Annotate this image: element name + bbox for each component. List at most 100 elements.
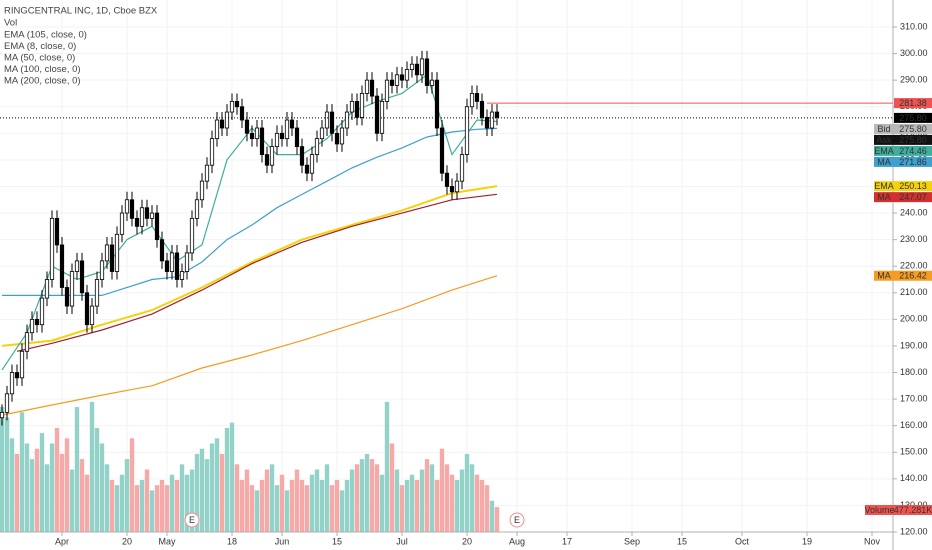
- price-tag-name-box: [874, 192, 894, 203]
- candle-body: [354, 101, 360, 118]
- price-tag-label: 275.80: [899, 135, 927, 145]
- price-tag: [894, 98, 932, 109]
- volume-bar: [4, 417, 10, 532]
- volume-bar: [64, 438, 70, 532]
- candle-body: [279, 132, 285, 140]
- volume-bar: [309, 474, 315, 532]
- candle-body: [169, 252, 175, 272]
- volume-bar: [294, 469, 300, 532]
- candle-body: [69, 271, 75, 307]
- price-tag-name: Ask: [876, 135, 892, 145]
- candle-body: [0, 411, 5, 419]
- candle-body: [404, 69, 410, 81]
- volume-bar: [324, 464, 330, 532]
- axes: 120.00 130.00 140.00 150.00 160.00 170.00 180.…: [55, 21, 932, 546]
- volume-bar: [114, 485, 120, 532]
- volume-bar: [44, 464, 50, 532]
- volume-bar: [199, 448, 205, 532]
- candle-body: [364, 79, 370, 94]
- volume-bar: [369, 459, 375, 532]
- volume-bar: [239, 479, 245, 532]
- candle-body: [124, 199, 130, 214]
- volume-bar: [374, 464, 380, 532]
- price-tag-name-box: [874, 270, 894, 281]
- y-tick-label: 130.00: [900, 500, 928, 510]
- candle-body: [294, 127, 300, 148]
- volume-title: Vol: [4, 18, 17, 29]
- volume-bar: [179, 464, 185, 532]
- candle-body: [439, 127, 445, 174]
- legend-entry: MA (200, close, 0): [4, 76, 81, 87]
- price-tag-name-box: [874, 181, 894, 192]
- volume-bar: [154, 485, 160, 532]
- volume-bar: [39, 433, 45, 532]
- price-tag-name: EMA: [874, 181, 894, 191]
- volume-bar: [299, 479, 305, 532]
- candle-body: [304, 164, 310, 174]
- earnings-label: E: [514, 515, 520, 525]
- indicator-line: [16, 193, 498, 352]
- volume-bar: [89, 401, 95, 532]
- price-tag-label: 275.80: [899, 124, 927, 134]
- price-tag-label: 216.42: [899, 271, 927, 281]
- volume-bar: [99, 443, 105, 532]
- volume-bar: [379, 474, 385, 532]
- volume-bar: [169, 474, 175, 532]
- volume-bar: [419, 469, 425, 532]
- volume-bar: [434, 479, 440, 532]
- candle-body: [139, 207, 145, 227]
- volume-bar: [164, 485, 170, 532]
- y-tick-label: 120.00: [900, 526, 928, 536]
- x-tick-label: 18: [227, 536, 237, 546]
- volume-bar: [414, 479, 420, 532]
- price-tag-label: 271.86: [899, 157, 927, 167]
- volume-bar: [454, 479, 460, 532]
- x-tick-label: 20: [462, 536, 472, 546]
- candle-body: [89, 305, 95, 326]
- candle-body: [249, 132, 255, 140]
- candle-body: [34, 318, 40, 326]
- volume-bar: [214, 438, 220, 532]
- x-tick-label: Apr: [55, 536, 69, 546]
- price-tag-label: 274.46: [899, 146, 927, 156]
- candle-body: [239, 106, 245, 121]
- candle-body: [84, 292, 90, 326]
- x-tick-label: Jul: [396, 536, 408, 546]
- y-tick-label: 170.00: [900, 393, 928, 403]
- volume-bar: [79, 459, 85, 532]
- volume-bar: [29, 459, 35, 532]
- volume-pane: [0, 401, 500, 532]
- volume-bar: [479, 479, 485, 532]
- volume-bar: [119, 474, 125, 532]
- candle-body: [309, 154, 315, 174]
- candle-body: [54, 217, 60, 246]
- volume-bar: [389, 443, 395, 532]
- price-tag-name: MA: [877, 271, 891, 281]
- volume-bar: [409, 474, 415, 532]
- candle-body: [419, 58, 425, 76]
- volume-bar: [234, 464, 240, 532]
- candle-body: [39, 297, 45, 326]
- candle-body: [379, 101, 385, 134]
- candle-body: [299, 146, 305, 166]
- volume-bar: [49, 443, 55, 532]
- candle-body: [184, 252, 190, 272]
- volume-bar: [54, 427, 60, 532]
- earnings-marker: [184, 512, 200, 528]
- volume-bar: [489, 500, 495, 532]
- candle-body: [199, 180, 205, 201]
- legend-entry: EMA (8, close, 0): [4, 41, 76, 52]
- volume-bar: [224, 427, 230, 532]
- volume-bar: [494, 507, 500, 532]
- volume-bar: [59, 453, 65, 532]
- candle-body: [459, 154, 465, 182]
- price-tag-name: EMA: [874, 146, 894, 156]
- volume-tag-name-box: [865, 505, 894, 515]
- earnings-marker: [509, 512, 525, 528]
- candle-body: [129, 199, 135, 219]
- volume-bar: [424, 459, 430, 532]
- volume-bar: [484, 485, 490, 532]
- chart-title: RINGCENTRAL INC, 1D, Cboe BZX: [4, 6, 158, 17]
- x-tick-label: 20: [122, 536, 132, 546]
